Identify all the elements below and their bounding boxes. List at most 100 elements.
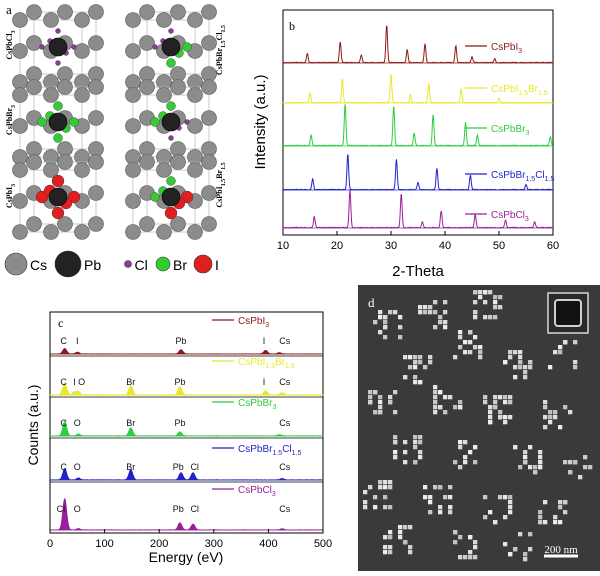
panel-a-label: a <box>6 2 12 17</box>
panel-d-tem-image: d 200 nm <box>358 285 600 571</box>
cs-atom <box>74 12 90 28</box>
nanocube <box>473 300 478 305</box>
cl-atom <box>55 28 61 34</box>
cs-atom <box>26 4 42 20</box>
cs-atom <box>26 79 42 95</box>
atom-legend: Cs Pb Cl Br I <box>4 250 219 278</box>
cs-atom <box>201 79 217 95</box>
nanocube <box>438 485 443 490</box>
panel-c-eds: c CsPbI3 C I Pb I Cs CsPbI1.5Br1.5 C I O Br Pb I Cs Cs… <box>0 300 340 571</box>
nanocube <box>433 400 438 405</box>
nanocube <box>523 557 528 562</box>
nanocube <box>463 440 468 445</box>
nanocube <box>563 405 568 410</box>
cs-atom <box>170 4 186 20</box>
eds-peak-label: O <box>74 462 81 472</box>
cs-atom <box>88 4 104 20</box>
cs-atom <box>125 118 141 134</box>
eds-peak-label: O <box>74 504 81 514</box>
cs-atom <box>57 4 73 20</box>
scale-bar-label: 200 nm <box>544 544 578 556</box>
nanocube <box>478 345 483 350</box>
nanocube <box>428 510 433 515</box>
nanocube <box>473 545 478 550</box>
nanocube <box>518 532 523 537</box>
nanocube <box>523 455 528 460</box>
nanocube <box>443 395 448 400</box>
nanocube-cluster <box>538 500 568 525</box>
br-legend-swatch <box>155 256 171 272</box>
nanocube <box>413 360 418 365</box>
eds-peak-label: Cs <box>279 418 290 428</box>
xrd-series-4 <box>282 154 554 191</box>
nanocube <box>508 400 513 405</box>
nanocube-cluster <box>563 455 593 480</box>
cl-legend-swatch <box>124 260 132 268</box>
xrd-tick-label: 30 <box>385 240 397 252</box>
nanocube <box>528 360 533 365</box>
nanocube <box>568 470 573 475</box>
nanocube <box>503 415 508 420</box>
eds-legend-label: CsPbI1.5Br1.5 <box>238 357 295 370</box>
nanocube <box>423 495 428 500</box>
nanocube <box>473 335 478 340</box>
panel-b-label: b <box>289 19 295 33</box>
eds-peak-label: C <box>60 462 67 472</box>
nanocube <box>483 315 488 320</box>
nanocube <box>528 547 533 552</box>
nanocube <box>383 550 388 555</box>
nanocube <box>493 405 498 410</box>
xrd-tick-label: 50 <box>493 240 505 252</box>
nanocube <box>493 315 498 320</box>
cs-atom <box>26 154 42 170</box>
nanocube <box>413 440 418 445</box>
panel-b-xrd: b CsPbI3 CsPbI1.5Br1.5 CsPbBr3 CsPbBr1.5Cl1… <box>245 0 600 290</box>
eds-peak-label: C <box>60 418 67 428</box>
eds-peak-label: I <box>263 377 266 387</box>
nanocube <box>493 395 498 400</box>
xrd-legend-label: CsPbI1.5Br1.5 <box>491 84 548 97</box>
nanocube <box>393 410 398 415</box>
nanocube <box>558 425 563 430</box>
nanocube <box>573 460 578 465</box>
unit-cell-left-1 <box>12 4 104 90</box>
nanocube <box>418 355 423 360</box>
nanocube <box>398 335 403 340</box>
cs-atom <box>57 154 73 170</box>
nanocube <box>378 310 383 315</box>
eds-peak-label: O <box>74 418 81 428</box>
nanocube <box>418 305 423 310</box>
cs-atom <box>187 87 203 103</box>
xrd-chart: b CsPbI3 CsPbI1.5Br1.5 CsPbBr3 CsPbBr1.5Cl1… <box>252 9 559 280</box>
nanocube <box>503 360 508 365</box>
cs-atom <box>43 87 59 103</box>
nanocube <box>398 525 403 530</box>
nanocube <box>383 315 388 320</box>
nanocube <box>468 340 473 345</box>
nanocube <box>548 365 553 370</box>
cs-atom <box>74 162 90 178</box>
nanocube <box>543 500 548 505</box>
nanocube <box>458 535 463 540</box>
cs-atom <box>125 224 141 240</box>
crystal-cells <box>12 4 217 240</box>
nanocube <box>488 315 493 320</box>
xrd-y-axis-label: Intensity (a.u.) <box>252 74 269 169</box>
nanocube <box>418 435 423 440</box>
cs-atom <box>170 79 186 95</box>
i-atom <box>51 174 65 188</box>
eds-plot-frame <box>49 311 324 534</box>
panel-d-label: d <box>368 295 375 310</box>
nanocube <box>423 305 428 310</box>
nanocube <box>523 375 528 380</box>
cs-atom <box>187 12 203 28</box>
nanocube <box>563 500 568 505</box>
nanocube <box>468 350 473 355</box>
eds-peak-label: Cl <box>190 462 199 472</box>
cl-atom <box>71 44 77 50</box>
eds-tick-label: 0 <box>47 538 53 550</box>
eds-legend-label: CsPbI3 <box>238 316 269 329</box>
nanocube <box>498 410 503 415</box>
xrd-series-group <box>282 25 554 229</box>
